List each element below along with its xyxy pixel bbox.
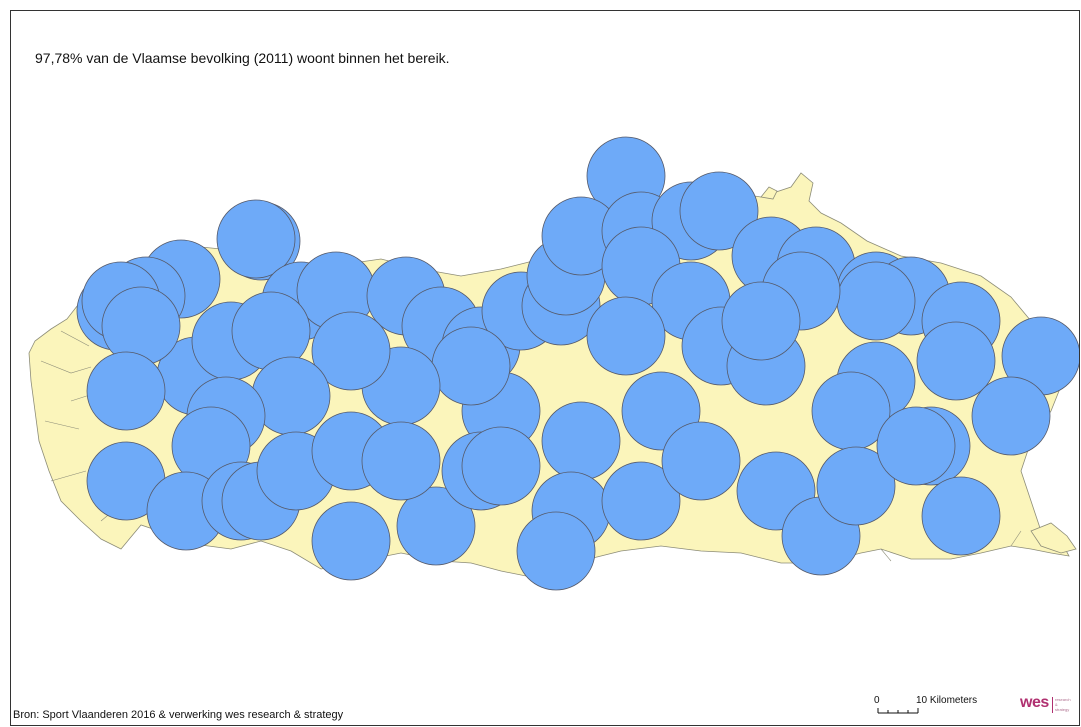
reach-circle — [461, 426, 541, 506]
logo-subtitle-3: strategy — [1055, 707, 1070, 712]
scale-zero-label: 0 — [874, 695, 880, 706]
region-polygon — [760, 186, 778, 200]
reach-circle — [86, 351, 166, 431]
map-frame: 97,78% van de Vlaamse bevolking (2011) w… — [10, 10, 1080, 726]
municipal-boundary — [44, 420, 80, 430]
reach-circle — [721, 281, 801, 361]
municipal-boundary — [60, 330, 90, 347]
map-headline: 97,78% van de Vlaamse bevolking (2011) w… — [35, 50, 450, 66]
reach-circle — [101, 286, 181, 366]
reach-circle — [601, 461, 681, 541]
reach-circle — [396, 486, 476, 566]
reach-circle — [916, 321, 996, 401]
reach-circle — [679, 171, 759, 251]
wes-logo: wes research & strategy — [1020, 694, 1071, 718]
logo-wordmark: wes — [1020, 694, 1049, 711]
source-credit: Bron: Sport Vlaanderen 2016 & verwerking… — [13, 709, 344, 721]
reach-circle — [921, 476, 1001, 556]
reach-circles-layer — [76, 136, 1079, 591]
municipal-boundary — [50, 470, 87, 482]
reach-circle — [541, 401, 621, 481]
reach-circle — [216, 199, 296, 279]
scale-distance-label: 10 Kilometers — [916, 695, 978, 706]
reach-circle — [661, 421, 741, 501]
logo-subtitle-1: research — [1055, 697, 1071, 702]
map-canvas — [28, 136, 1079, 714]
reach-circle — [311, 311, 391, 391]
region-polygon — [1030, 522, 1077, 554]
scale-bar — [877, 708, 919, 714]
municipal-boundary — [1010, 530, 1022, 547]
municipal-boundary — [880, 548, 892, 562]
reach-circle — [431, 326, 511, 406]
reach-circle — [971, 376, 1051, 456]
reach-circle — [586, 296, 666, 376]
reach-circle — [876, 406, 956, 486]
reach-circle — [311, 501, 391, 581]
reach-circle — [361, 421, 441, 501]
logo-divider — [1052, 697, 1053, 713]
reach-circle — [516, 511, 596, 591]
reach-circle — [816, 446, 896, 526]
municipal-boundary — [40, 360, 92, 374]
reach-circle — [836, 261, 916, 341]
logo-subtitle-2: & — [1055, 702, 1058, 707]
